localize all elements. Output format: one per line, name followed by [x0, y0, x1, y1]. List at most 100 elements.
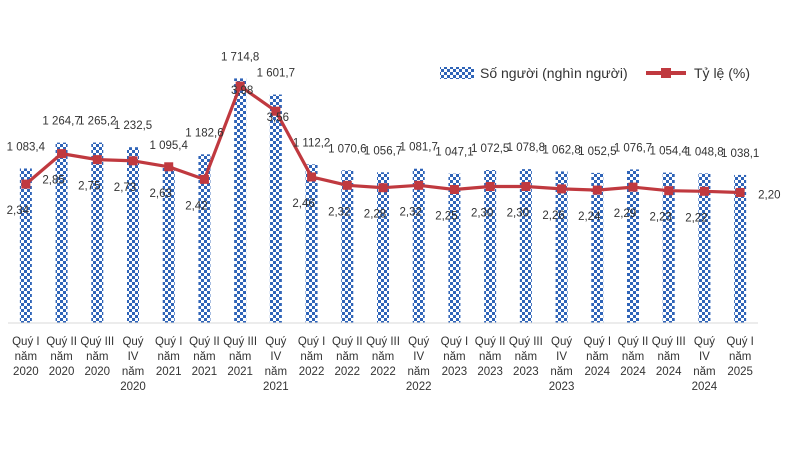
rate-marker	[449, 185, 459, 194]
rate-marker	[628, 182, 638, 192]
bar	[55, 142, 68, 323]
legend-line-marker	[661, 68, 671, 78]
rate-marker	[735, 187, 745, 197]
x-tick-label: Quý III năm 2022	[366, 336, 400, 378]
bar	[448, 173, 461, 323]
legend-bar-label: Số người (nghìn người)	[480, 65, 628, 81]
rate-marker	[57, 149, 67, 159]
rate-value-label: 2,25	[435, 211, 457, 223]
rate-marker	[235, 81, 245, 91]
x-tick-label: Quý IV năm 2021	[263, 336, 289, 393]
bar	[234, 78, 247, 323]
rate-marker	[699, 186, 709, 196]
bar-value-label: 1 264,7	[42, 116, 80, 128]
bar-value-label: 1 095,4	[150, 140, 189, 152]
rate-value-label: 2,42	[185, 200, 207, 212]
rate-value-label: 2,46	[292, 198, 314, 210]
rate-value-label: 2,24	[578, 211, 601, 223]
bar	[198, 154, 211, 323]
rate-marker	[164, 162, 174, 172]
rate-value-label: 2,22	[685, 212, 707, 224]
rate-value-label: 2,30	[471, 208, 493, 220]
labels-layer: 1 083,4 1 264,71 265,21 232,5 1 095,41 182…	[7, 51, 781, 224]
bar	[377, 172, 389, 323]
x-tick-label: Quý II năm 2022	[332, 336, 363, 378]
rate-marker	[199, 174, 209, 184]
bar	[162, 166, 175, 323]
rate-value-label: 3,56	[267, 112, 289, 124]
x-tick-label: Quý II năm 2020	[46, 336, 77, 378]
rate-value-label: 2,20	[758, 189, 780, 201]
rate-marker	[342, 180, 352, 190]
rate-marker	[378, 183, 388, 193]
bar-value-label: 1 038,1	[721, 148, 759, 160]
bar-value-label: 1 072,5	[471, 143, 509, 155]
rate-marker	[557, 184, 567, 194]
legend-bar-swatch	[440, 67, 474, 79]
rate-value-label: 2,26	[542, 210, 564, 222]
rate-value-label: 2,28	[364, 209, 386, 221]
bar	[484, 170, 497, 323]
bar	[591, 172, 604, 323]
bar-value-label: 1 265,2	[78, 116, 116, 128]
rate-value-label: 3,98	[231, 85, 253, 97]
rate-value-label: 2,32	[400, 206, 422, 218]
rate-marker	[307, 172, 317, 182]
x-tick-label: Quý III năm 2023	[509, 336, 543, 378]
bar	[91, 142, 104, 323]
x-tick-label: Quý IV năm 2022	[406, 336, 432, 393]
bar	[305, 164, 318, 323]
rate-marker	[592, 185, 602, 195]
rate-value-label: 2,75	[78, 181, 100, 193]
bar	[19, 168, 32, 323]
bar-value-label: 1 112,2	[293, 137, 331, 149]
x-tick-label: Quý IV năm 2020	[120, 336, 146, 393]
rate-value-label: 2,23	[650, 212, 672, 224]
x-tick-label: Quý III năm 2021	[223, 336, 257, 378]
bar-value-label: 1 083,4	[7, 141, 46, 153]
x-tick-label: Quý IV năm 2024	[692, 336, 718, 393]
rate-line-layer	[21, 81, 745, 197]
x-tick-label: Quý II năm 2023	[475, 336, 506, 378]
bar	[269, 94, 282, 323]
bars-layer	[19, 78, 747, 323]
x-tick-label: Quý III năm 2024	[652, 336, 686, 378]
bar-value-label: 1 601,7	[257, 68, 295, 80]
rate-value-label: 2,29	[614, 208, 636, 220]
x-tick-label: Quý II năm 2021	[189, 336, 220, 378]
x-tick-label: Quý III năm 2020	[80, 336, 114, 378]
bar	[734, 174, 747, 323]
bar-value-label: 1 081,7	[400, 142, 438, 154]
bar-value-label: 1 714,8	[221, 51, 259, 63]
rate-value-label: 2,73	[114, 182, 136, 194]
rate-value-label: 2,85	[42, 175, 64, 187]
bar-value-label: 1 182,6	[185, 127, 223, 139]
rate-value-label: 2,30	[507, 208, 529, 220]
bar-value-label: 1 070,6	[328, 143, 366, 155]
x-tick-label: Quý II năm 2024	[618, 336, 649, 378]
bar	[412, 168, 425, 323]
bar-value-label: 1 047,1	[435, 147, 473, 159]
bar-value-label: 1 056,7	[364, 145, 402, 157]
rate-marker	[414, 180, 424, 190]
bar	[127, 147, 139, 323]
bar	[555, 171, 568, 323]
bar	[341, 170, 354, 323]
rate-marker	[128, 156, 138, 166]
rate-value-label: 2,34	[7, 205, 30, 217]
bar-value-label: 1 048,8	[685, 146, 723, 158]
rate-marker	[271, 106, 281, 116]
bar	[698, 173, 711, 323]
bar	[519, 169, 532, 323]
bar-value-label: 1 062,8	[542, 144, 580, 156]
bar-value-label: 1 232,5	[114, 120, 152, 132]
bar	[627, 169, 639, 323]
